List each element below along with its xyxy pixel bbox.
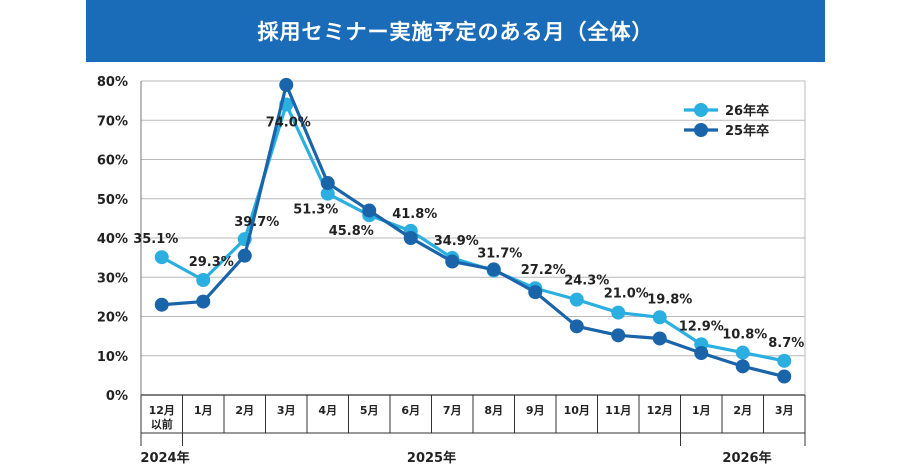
data-point-25年卒 — [279, 77, 294, 92]
data-label: 12.9% — [679, 319, 724, 334]
x-tick-label: 5月 — [360, 404, 379, 417]
data-point-25年卒 — [154, 297, 169, 312]
x-tick-label: 9月 — [526, 404, 545, 417]
data-point-25年卒 — [777, 369, 792, 384]
series-lines — [154, 77, 792, 384]
x-tick-label: 3月 — [277, 404, 296, 417]
x-tick-label: 2月 — [733, 404, 752, 417]
data-point-26年卒 — [569, 292, 584, 307]
x-tick-label: 2月 — [235, 404, 254, 417]
y-tick-label: 60% — [97, 154, 128, 169]
data-point-26年卒 — [777, 353, 792, 368]
x-tick-label: 1月 — [692, 404, 711, 417]
data-label: 45.8% — [329, 224, 374, 239]
data-point-25年卒 — [611, 328, 626, 343]
x-tick-label: 1月 — [194, 404, 213, 417]
x-tick-label: 12月以前 — [149, 404, 175, 431]
data-label: 51.3% — [293, 203, 338, 218]
year-label: 2024年 — [140, 450, 189, 466]
legend: 26年卒 25年卒 — [684, 103, 769, 139]
y-tick-label: 50% — [97, 193, 128, 208]
data-label: 10.8% — [722, 328, 767, 343]
data-point-25年卒 — [569, 319, 584, 334]
x-tick-label: 12月 — [647, 404, 673, 417]
legend-label: 26年卒 — [725, 103, 769, 119]
data-point-25年卒 — [486, 262, 501, 277]
data-point-25年卒 — [652, 331, 667, 346]
data-point-25年卒 — [694, 346, 709, 361]
y-tick-label: 20% — [97, 311, 128, 326]
data-point-25年卒 — [403, 231, 418, 245]
y-tick-label: 40% — [97, 232, 128, 247]
chart-title: 採用セミナー実施予定のある月（全体） — [257, 20, 654, 44]
y-tick-label: 10% — [97, 350, 128, 365]
data-label: 21.0% — [604, 287, 649, 302]
axes: 0% 10% 20% 30% 40% 50% 60% 70% 80% 12月以前 1月 2月 3月 4月 5… — [97, 75, 806, 466]
y-tick-label: 70% — [97, 114, 128, 129]
data-label: 19.8% — [647, 292, 692, 307]
data-point-26年卒 — [320, 186, 335, 201]
data-point-25年卒 — [237, 248, 252, 263]
data-point-25年卒 — [445, 254, 460, 269]
data-label: 35.1% — [133, 232, 178, 247]
data-label: 74.0% — [266, 116, 311, 131]
legend-marker — [694, 123, 708, 137]
x-tick-label: 11月 — [605, 404, 631, 417]
data-point-26年卒 — [154, 250, 169, 265]
data-label: 24.3% — [564, 274, 609, 289]
x-tick-label: 10月 — [564, 404, 590, 417]
y-tick-label: 30% — [97, 271, 128, 286]
year-label: 2026年 — [722, 450, 771, 466]
data-labels: 35.1% 29.3% 39.7% 74.0% 51.3% 45.8% 41.8% 34.9%… — [133, 116, 804, 351]
data-point-25年卒 — [735, 359, 750, 374]
y-tick-label: 80% — [97, 75, 128, 90]
data-point-25年卒 — [320, 176, 335, 191]
data-label: 39.7% — [234, 215, 279, 230]
legend-label: 25年卒 — [725, 123, 769, 139]
x-tick-label: 7月 — [443, 404, 462, 417]
grid — [141, 80, 805, 396]
data-label: 8.7% — [768, 336, 804, 351]
series-line-25年卒 — [161, 83, 785, 379]
data-point-25年卒 — [528, 285, 543, 300]
data-point-26年卒 — [652, 310, 667, 325]
y-tick-label: 0% — [106, 389, 128, 404]
x-tick-label: 6月 — [401, 404, 420, 417]
data-point-26年卒 — [196, 272, 211, 287]
data-label: 27.2% — [521, 263, 566, 278]
x-tick-label: 4月 — [318, 404, 337, 417]
data-label: 29.3% — [189, 255, 234, 270]
data-label: 34.9% — [434, 234, 479, 249]
data-label: 41.8% — [392, 207, 437, 222]
year-label: 2025年 — [407, 450, 456, 466]
data-point-26年卒 — [611, 305, 626, 320]
data-label: 31.7% — [477, 247, 522, 262]
data-point-25年卒 — [196, 294, 211, 309]
data-point-25年卒 — [362, 203, 377, 218]
data-point-26年卒 — [735, 345, 750, 360]
legend-marker — [694, 103, 708, 117]
x-tick-label: 3月 — [775, 404, 794, 417]
title-banner: 採用セミナー実施予定のある月（全体） — [86, 0, 825, 62]
x-tick-label: 8月 — [484, 404, 503, 417]
